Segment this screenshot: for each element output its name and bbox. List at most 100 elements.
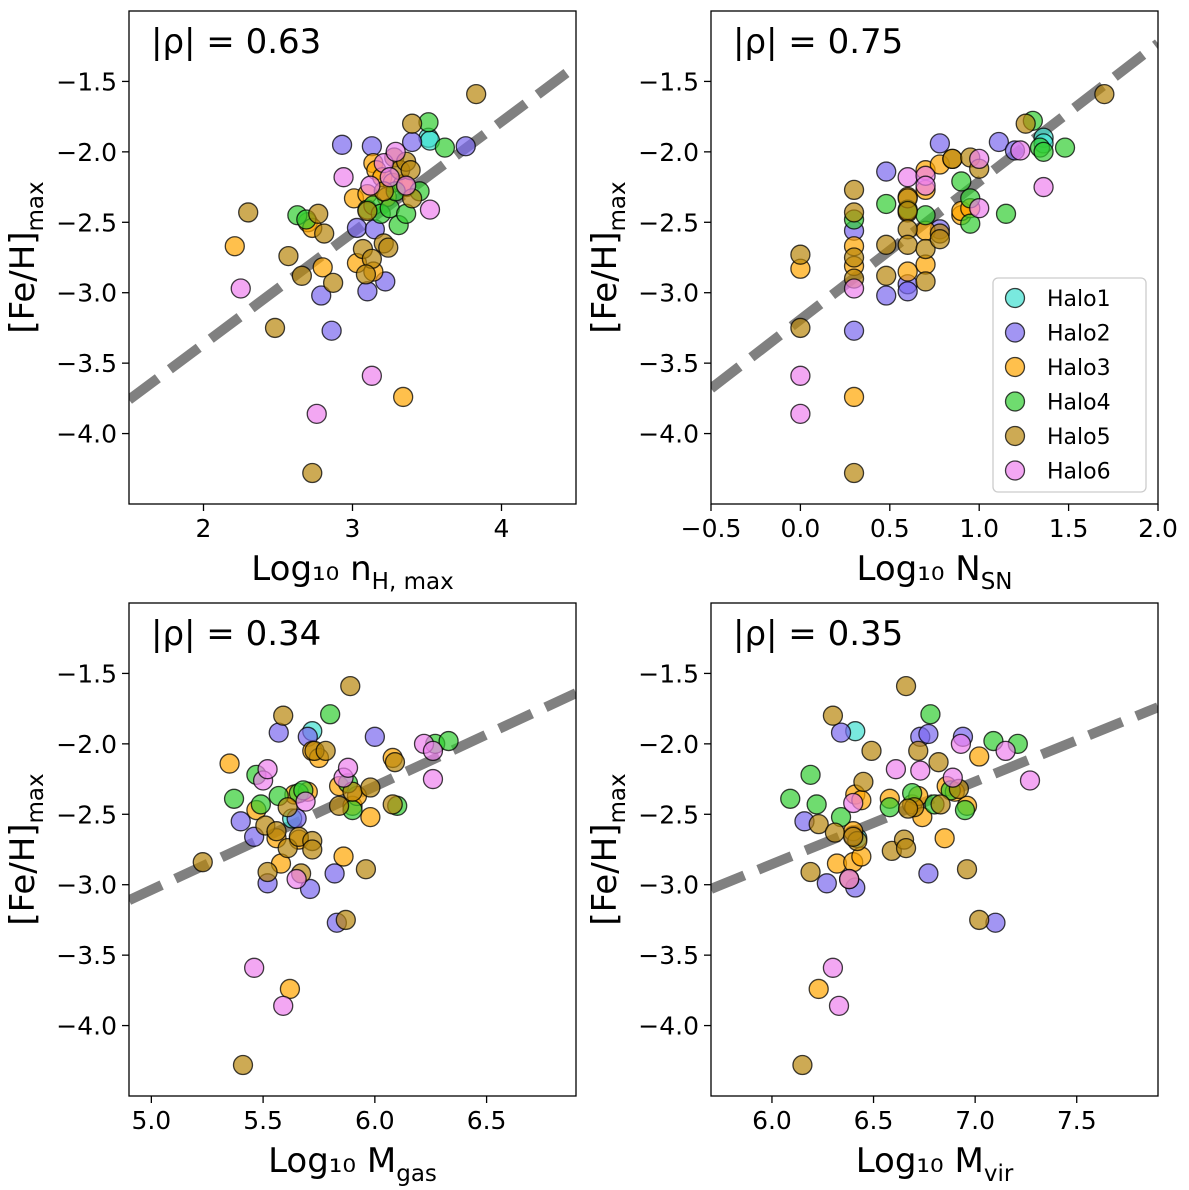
plot-area [711,675,1158,1076]
data-point-halo5 [895,675,917,697]
data-point-halo5 [264,317,286,339]
data-point-halo6 [1010,140,1031,161]
x-axis-label-main: Log₁₀ N [856,549,980,589]
x-tick-label: 1.5 [1049,514,1089,543]
plot-frame [710,10,1159,505]
data-point-halo4 [250,794,272,815]
data-point-halo5 [360,777,381,798]
data-point-halo5 [897,234,918,255]
data-point-halo5 [340,675,361,697]
data-point-halo3 [312,257,333,278]
data-point-halo5 [192,852,213,873]
data-point-halo6 [969,148,990,170]
x-axis-label: Log₁₀ Mgas [268,1141,437,1187]
legend-frame [992,277,1147,493]
fit-line [711,702,1158,894]
data-point-halo3 [969,746,990,767]
x-tick-label: 3 [345,514,361,543]
legend-label-halo6: Halo6 [1047,460,1111,485]
data-point-halo4 [879,797,900,818]
y-tick-label: −2.0 [56,138,117,167]
data-point-halo5 [929,229,951,250]
y-tick-label: −4.0 [638,420,699,449]
data-point-halo4 [806,794,827,815]
data-point-halo6 [306,403,327,425]
data-point-halo5 [843,462,865,484]
data-point-halo6 [828,995,850,1017]
data-point-halo5 [401,113,423,134]
x-tick-label: 7.0 [955,1106,995,1135]
data-point-halo2 [929,133,951,154]
data-point-halo5 [928,752,949,773]
x-tick-label: −0.5 [681,514,742,543]
x-tick-label: 4 [494,514,510,543]
data-point-halo6 [337,757,359,778]
data-point-halo6 [843,278,865,299]
y-tick-label: −1.5 [56,659,117,688]
data-point-halo5 [315,740,336,762]
data-point-halo2 [918,723,939,745]
data-point-halo6 [273,995,294,1017]
y-tick-label: −3.5 [56,941,117,970]
y-tick-label: −3.0 [56,871,117,900]
data-point-halo5 [930,794,951,815]
legend-label-halo4: Halo4 [1047,391,1111,416]
correlation-label: |ρ| = 0.34 [151,614,321,654]
y-axis-label-main: [Fe/H] [585,823,625,925]
x-tick-label: 1.0 [959,514,999,543]
data-point-halo5 [466,83,487,105]
data-point-halo6 [360,175,381,196]
data-point-halo3 [219,753,240,774]
legend-label-halo1: Halo1 [1047,287,1111,312]
data-point-halo5 [861,740,882,762]
data-point-halo5 [302,839,323,860]
y-tick-label: −4.0 [56,420,117,449]
correlation-label: |ρ| = 0.35 [733,614,903,654]
data-point-halo5 [843,826,864,847]
data-point-halo6 [969,198,990,219]
data-point-halo3 [808,978,829,1000]
x-tick-label: 6.5 [467,1106,507,1135]
y-tick-label: −2.5 [638,208,699,237]
data-point-halo5 [382,794,403,815]
data-point-halo6 [419,199,441,220]
data-point-halo5 [277,797,298,818]
data-point-halo5 [257,861,278,883]
data-point-halo6 [822,957,844,978]
data-point-halo2 [357,281,378,302]
data-point-halo5 [1015,113,1036,134]
data-point-halo5 [942,148,963,170]
data-point-halo6 [333,167,354,188]
plot-area [711,39,1158,484]
data-point-halo2 [230,811,251,832]
data-point-halo4 [319,704,341,725]
data-point-halo2 [897,281,918,302]
y-axis-label-sub: max [605,181,631,231]
data-point-halo5 [232,1054,254,1076]
data-point-halo2 [455,136,476,157]
data-point-halo2 [324,863,345,884]
y-tick-label: −2.0 [638,138,699,167]
legend-marker-halo1 [1004,287,1026,309]
data-point-halo6 [885,759,907,780]
data-point-halo2 [918,863,939,884]
data-point-halo4 [800,764,821,785]
data-point-halo5 [956,859,978,880]
data-point-halo5 [357,200,378,222]
data-point-halo5 [266,821,287,842]
y-tick-label: −3.5 [56,349,117,378]
data-point-halo5 [843,202,865,223]
y-tick-label: −2.5 [638,800,699,829]
x-axis-label-sub: H, max [372,569,454,595]
y-tick-label: −3.0 [638,279,699,308]
x-axis-label-main: Log₁₀ M [268,1141,396,1181]
data-point-halo5 [328,795,350,816]
data-point-halo3 [333,846,354,867]
data-point-halo3 [360,806,381,828]
data-point-halo2 [311,285,332,306]
data-point-halo5 [876,265,897,286]
panel-mvir: 6.0 6.5 7.0 7.5 −4.0 −3.5 −3.0 −2.5 −2.0 −1.5 |ρ| … [585,602,1159,1187]
data-point-halo5 [800,861,821,883]
data-point-halo2 [321,320,342,341]
